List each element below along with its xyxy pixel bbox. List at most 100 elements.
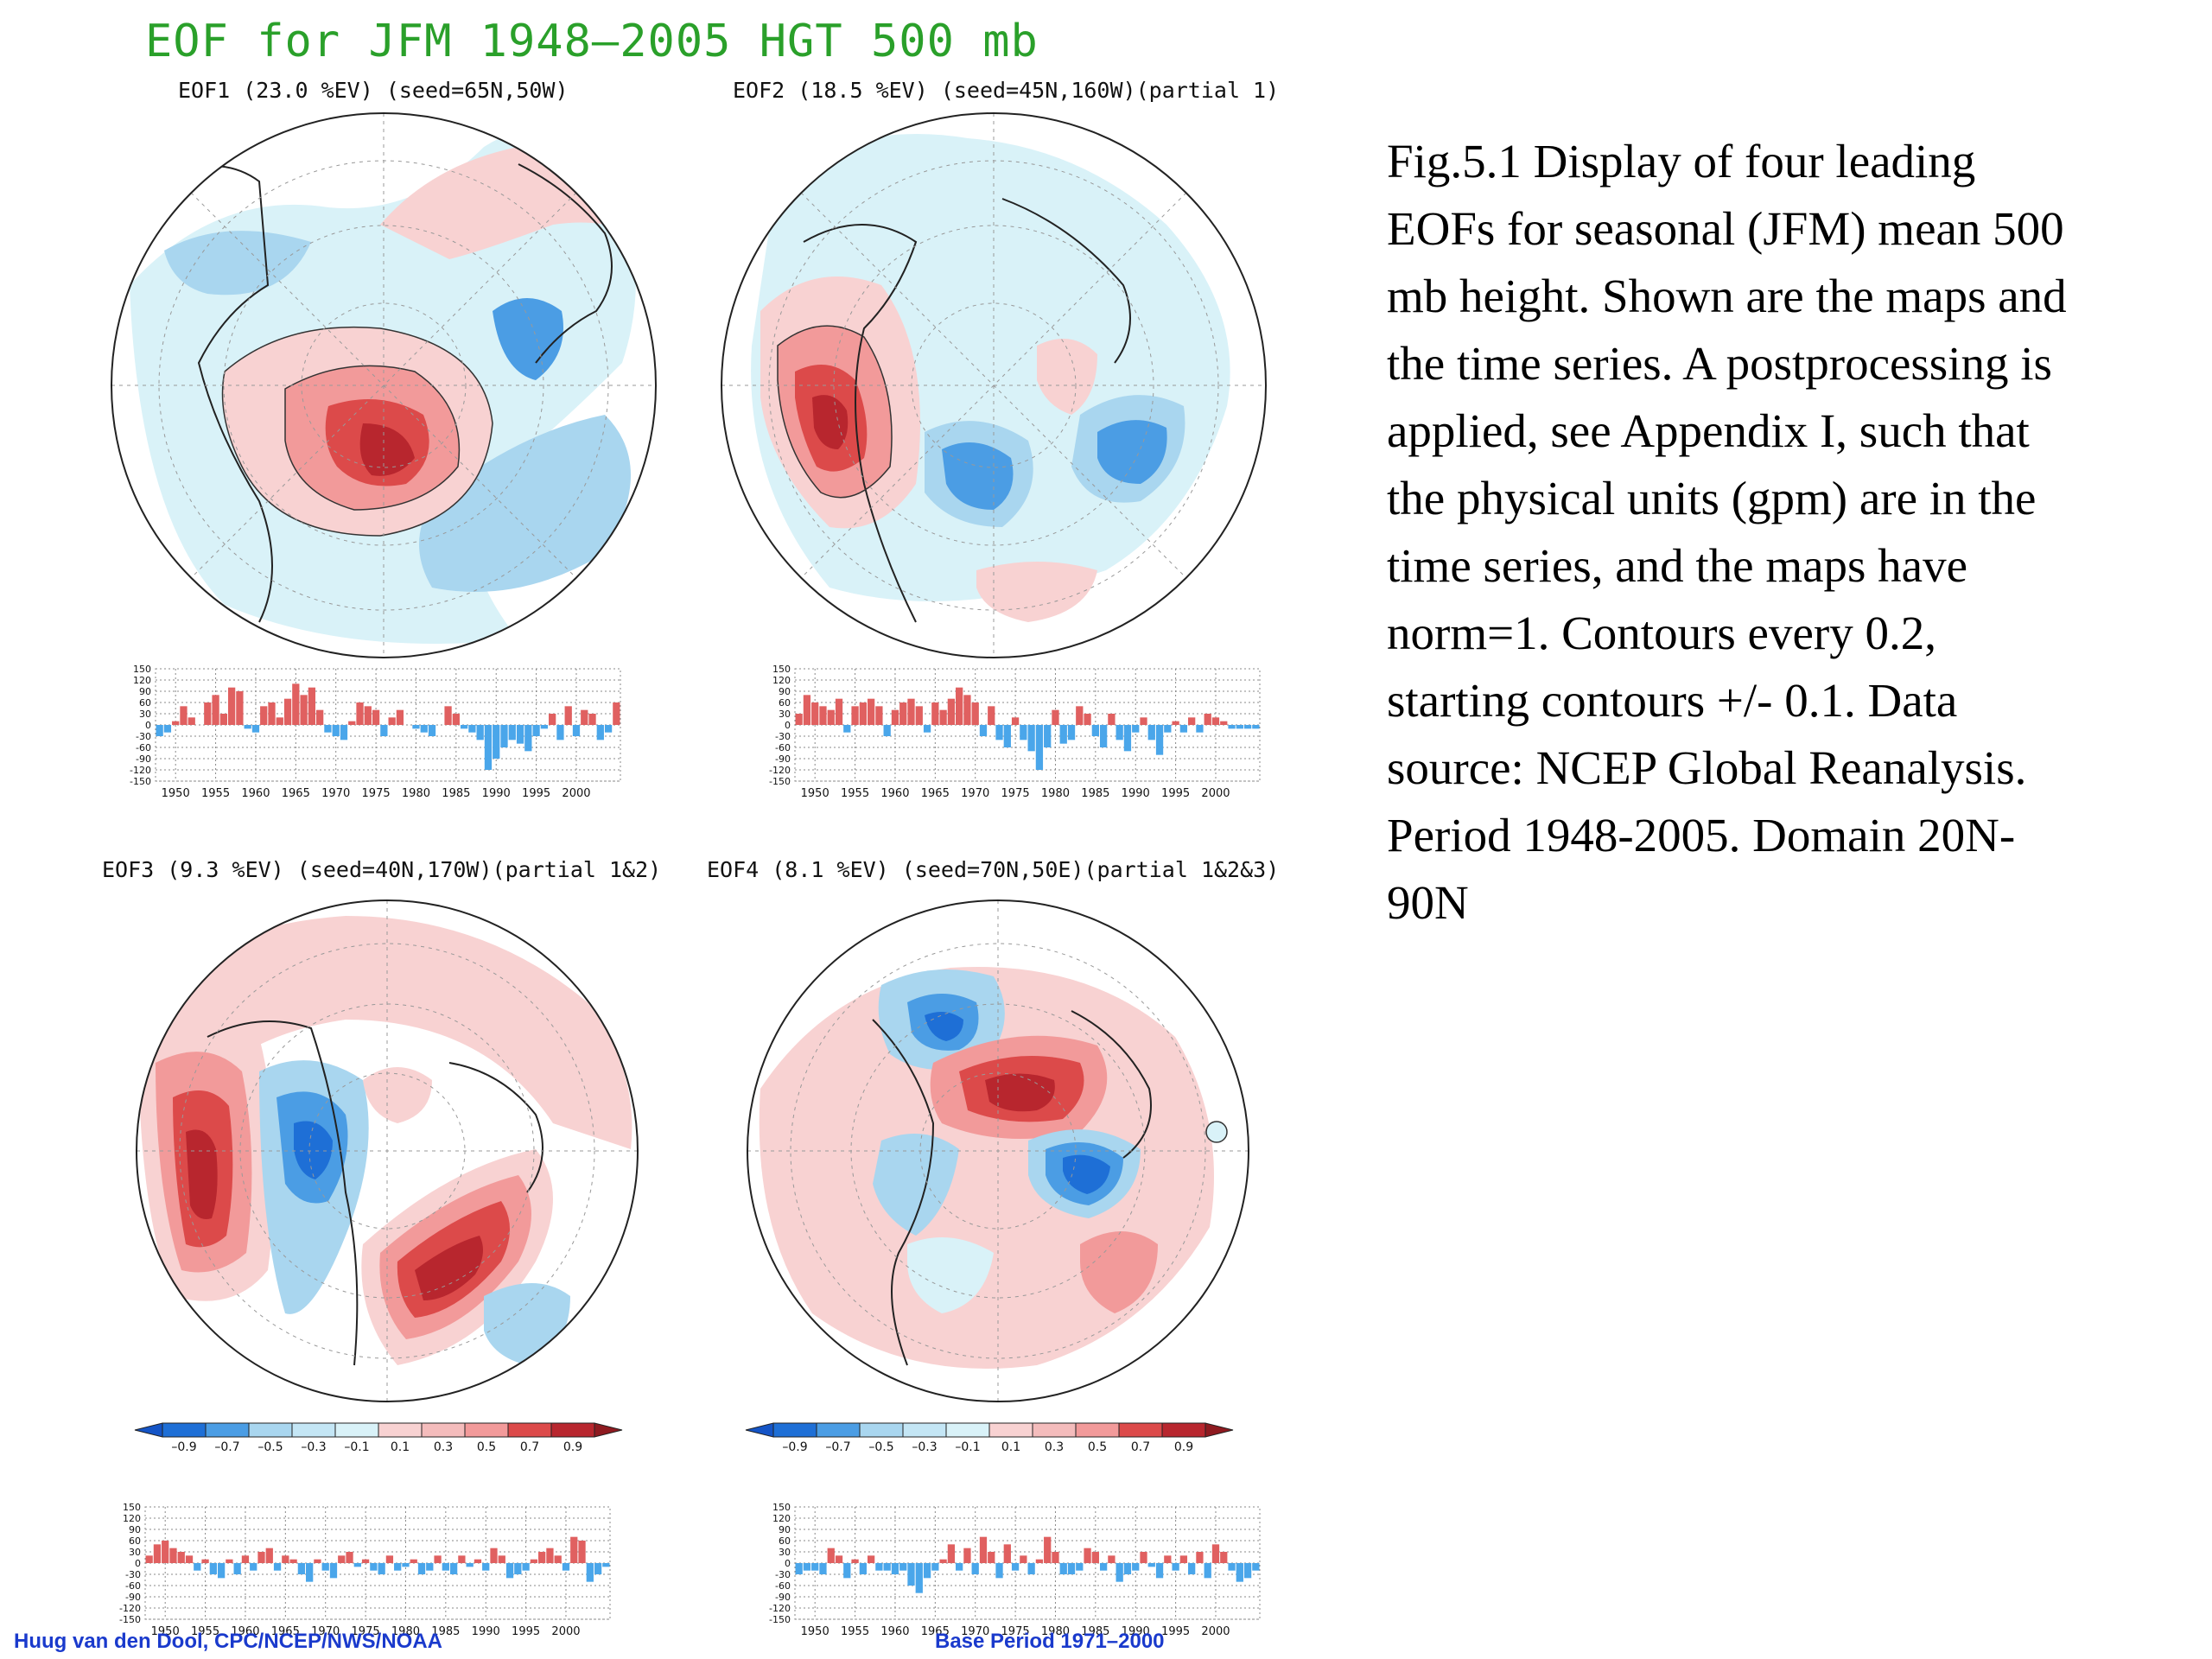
colorbar-swatch <box>772 1422 817 1438</box>
bar <box>1052 709 1059 725</box>
bar <box>338 1555 346 1563</box>
bar <box>1076 1563 1084 1571</box>
bar <box>1084 714 1091 725</box>
bar <box>572 725 581 736</box>
bar <box>811 702 819 725</box>
colorbar-swatch <box>988 1422 1033 1438</box>
x-tick-label: 1980 <box>391 1625 420 1638</box>
bar <box>530 1559 538 1563</box>
bar <box>260 706 268 725</box>
x-tick-label: 1990 <box>482 787 511 800</box>
bar <box>1044 1536 1052 1563</box>
bar <box>1140 717 1147 725</box>
x-tick-label: 1985 <box>442 787 470 800</box>
bar <box>180 706 188 725</box>
bar <box>546 1548 554 1563</box>
colorbar-swatch <box>945 1422 990 1438</box>
colorbar-label: 0.1 <box>391 1440 410 1454</box>
x-tick-label: 2000 <box>562 787 590 800</box>
bar <box>956 1563 963 1571</box>
bar <box>412 725 420 729</box>
y-tick-label: -120 <box>119 1603 141 1614</box>
x-tick-label: 1950 <box>162 787 190 800</box>
bar <box>219 714 227 725</box>
y-tick-label: 60 <box>779 1535 791 1547</box>
x-tick-label: 1960 <box>231 1625 259 1638</box>
colorbar-arrow-right <box>1205 1422 1234 1438</box>
colorbar-left: –0.9 –0.7 –0.5 –0.3 –0.1 0.1 0.3 0.5 0.7 0.9 <box>134 1422 623 1454</box>
y-tick-label: -120 <box>130 765 151 776</box>
colorbar-label: –0.7 <box>214 1440 239 1454</box>
bar <box>988 706 995 725</box>
eof4-title: EOF4 (8.1 %EV) (seed=70N,50E)(partial 1&… <box>707 857 1280 882</box>
bar <box>1147 725 1155 741</box>
bar <box>1123 725 1132 752</box>
bar <box>1172 721 1179 725</box>
y-tick-label: -150 <box>769 776 791 787</box>
bar <box>316 709 324 725</box>
colorbar-arrow-left <box>134 1422 163 1438</box>
bar <box>891 1563 899 1574</box>
y-tick-label: 150 <box>123 1502 141 1513</box>
colorbar-label: 0.7 <box>520 1440 539 1454</box>
x-tick-label: 1995 <box>512 1625 540 1638</box>
bar <box>562 1563 570 1571</box>
bar <box>466 1563 474 1567</box>
bar <box>1123 1563 1132 1574</box>
eof2-title: EOF2 (18.5 %EV) (seed=45N,160W)(partial … <box>733 78 1280 103</box>
x-tick-label: 1970 <box>321 787 350 800</box>
bar <box>212 695 219 725</box>
bar <box>915 1563 923 1593</box>
bar <box>1140 1552 1147 1563</box>
y-tick-label: -90 <box>775 753 791 765</box>
bar <box>578 1541 586 1563</box>
figure-title: EOF for JFM 1948–2005 HGT 500 mb <box>145 16 1039 67</box>
x-tick-label: 1990 <box>472 1625 500 1638</box>
bar <box>1108 1555 1116 1563</box>
bar <box>1011 1563 1020 1571</box>
bar <box>289 1559 297 1563</box>
y-tick-label: -150 <box>119 1614 141 1625</box>
bar <box>979 1536 988 1563</box>
bar <box>1091 1552 1099 1563</box>
bar <box>185 1555 194 1563</box>
bar <box>995 725 1003 741</box>
bar <box>963 695 971 725</box>
colorbar-swatch <box>859 1422 904 1438</box>
bar <box>428 725 436 736</box>
bar <box>145 1555 153 1563</box>
bar <box>1147 1563 1155 1567</box>
bar <box>1020 725 1027 741</box>
bar <box>204 702 212 725</box>
bar <box>931 702 939 725</box>
y-tick-label: -90 <box>136 753 151 765</box>
bar <box>883 1563 891 1571</box>
colorbar-label: –0.3 <box>301 1440 326 1454</box>
bar <box>1179 1555 1188 1563</box>
bar <box>172 721 180 725</box>
bar <box>251 725 260 733</box>
bar <box>449 1563 458 1574</box>
bar <box>1252 725 1260 729</box>
bar <box>564 706 572 725</box>
bar <box>570 1536 578 1563</box>
bar <box>1196 725 1204 733</box>
colorbar-label: 0.9 <box>563 1440 582 1454</box>
bar <box>795 1563 803 1574</box>
bar <box>971 1563 979 1574</box>
x-tick-label: 1955 <box>841 1625 869 1638</box>
y-tick-label: -90 <box>125 1592 141 1603</box>
bar <box>1228 1563 1236 1571</box>
bar <box>1155 725 1164 755</box>
bar <box>227 687 236 725</box>
bar <box>554 1555 562 1563</box>
colorbar-label: –0.9 <box>171 1440 196 1454</box>
bar <box>297 1563 306 1574</box>
bar <box>979 725 988 736</box>
colorbar-arrow-left <box>745 1422 774 1438</box>
bar <box>1067 725 1076 741</box>
bar <box>340 725 348 741</box>
bar <box>474 1559 482 1563</box>
